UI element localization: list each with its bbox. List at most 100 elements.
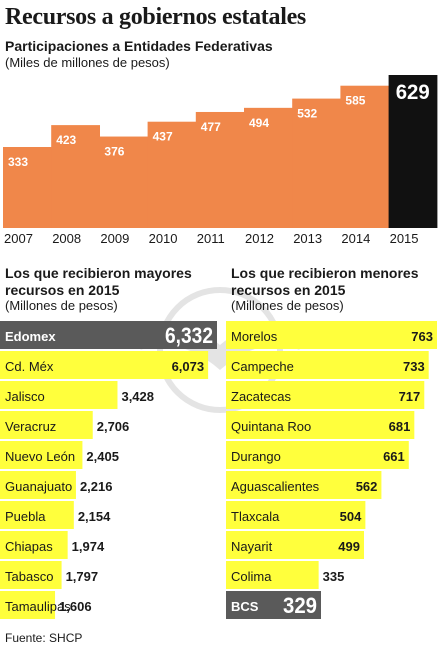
value-label-bcs: 329 [283,593,317,618]
category-label-colima: Colima [231,569,272,584]
value-label-year-2013: 532 [297,107,317,121]
bar-jalisco [0,381,118,409]
category-label-tabasco: Tabasco [5,569,53,584]
value-label-nuevo-leon: 2,405 [86,449,119,464]
tick-label-year-2012: 2012 [245,231,274,245]
tick-label-year-2008: 2008 [52,231,81,245]
category-label-quintana-roo: Quintana Roo [231,419,311,434]
value-label-morelos: 763 [411,329,433,344]
right-section-units: (Millones de pesos) [231,298,344,313]
left-section-title: Los que recibieron mayores recursos en 2… [5,265,210,299]
right-title-line2: recursos en 2015 [231,282,346,298]
bar-morelos [226,321,437,349]
value-label-jalisco: 3,428 [121,389,154,404]
bar-year-2011 [195,111,245,228]
bar-tlaxcala [226,501,366,529]
participaciones-area-chart: 333 2007 423 2008 376 2009 437 2010 477 2011 494 20… [3,75,438,245]
value-label-edomex: 6,332 [165,323,213,348]
bar-bcs [226,591,321,619]
category-label-nuevo-leon: Nuevo León [5,449,75,464]
tick-label-year-2010: 2010 [149,231,178,245]
value-label-aguascalientes: 562 [356,479,378,494]
value-label-year-2008: 423 [56,133,76,147]
bar-year-2015 [388,75,438,228]
bar-year-2007 [3,147,52,228]
tick-label-year-2014: 2014 [341,231,370,245]
bar-tabasco [0,561,62,589]
category-label-jalisco: Jalisco [5,389,45,404]
bar-nuevo-leon [0,441,83,469]
left-title-line1: Los que recibieron mayores [5,265,192,281]
tick-label-year-2011: 2011 [197,231,225,245]
tick-label-year-2013: 2013 [293,231,322,245]
bar-nayarit [226,531,364,559]
value-label-guanajuato: 2,216 [80,479,113,494]
bar-tamaulipas [0,591,56,619]
value-label-year-2014: 585 [345,94,365,108]
value-label-durango: 661 [383,449,405,464]
category-label-aguascalientes: Aguascalientes [231,479,320,494]
bar-colima [226,561,319,589]
tick-label-year-2009: 2009 [100,231,129,245]
value-label-year-2011: 477 [201,120,221,134]
category-label-campeche: Campeche [231,359,294,374]
chart-units: (Miles de millones de pesos) [5,55,170,70]
category-label-chiapas: Chiapas [5,539,53,554]
value-label-nayarit: 499 [338,539,360,554]
bar-guanajuato [0,471,76,499]
right-title-line1: Los que recibieron menores [231,265,419,281]
right-section-title: Los que recibieron menores recursos en 2… [231,265,436,299]
bar-campeche [226,351,429,379]
category-label-guanajuato: Guanajuato [5,479,72,494]
value-label-year-2009: 376 [104,145,124,159]
value-label-zacatecas: 717 [399,389,421,404]
bar-year-2014 [340,85,390,229]
value-label-quintana-roo: 681 [389,419,411,434]
left-title-line2: recursos en 2015 [5,282,120,298]
value-label-tlaxcala: 504 [340,509,362,524]
category-label-bcs: BCS [231,599,259,614]
source-note: Fuente: SHCP [5,631,83,645]
bar-chiapas [0,531,68,559]
tick-label-year-2015: 2015 [390,231,419,245]
value-label-year-2007: 333 [8,155,28,169]
value-label-tamaulipas: 1,606 [59,599,92,614]
value-label-puebla: 2,154 [78,509,111,524]
category-label-tlaxcala: Tlaxcala [231,509,280,524]
chart-subtitle: Participaciones a Entidades Federativas [5,38,273,54]
value-label-chiapas: 1,974 [72,539,105,554]
category-label-nayarit: Nayarit [231,539,273,554]
bar-year-2010 [147,121,197,228]
value-label-year-2010: 437 [153,130,173,144]
category-label-durango: Durango [231,449,281,464]
bar-edomex [0,321,217,349]
category-label-veracruz: Veracruz [5,419,56,434]
chart-title: Recursos a gobiernos estatales [5,4,306,30]
bar-year-2013 [292,98,341,228]
category-label-edomex: Edomex [5,329,56,344]
bar-puebla [0,501,74,529]
tick-label-year-2007: 2007 [4,231,33,245]
value-label-campeche: 733 [403,359,425,374]
category-label-zacatecas: Zacatecas [231,389,291,404]
category-label-morelos: Morelos [231,329,278,344]
value-label-veracruz: 2,706 [97,419,130,434]
bar-year-2009 [99,136,149,228]
bar-year-2008 [51,125,100,228]
bar-year-2012 [244,107,293,228]
bar-cd-mex [0,351,209,379]
value-label-tabasco: 1,797 [66,569,99,584]
value-label-year-2015: 629 [396,81,430,104]
category-label-tamaulipas: Tamaulipas [5,599,71,614]
mayores-bar-chart: Edomex 6,332 Cd. Méx 6,073 Jalisco 3,428 Verac… [0,321,217,619]
category-label-cd-mex: Cd. Méx [5,359,54,374]
value-label-cd-mex: 6,073 [172,359,205,374]
left-section-units: (Millones de pesos) [5,298,118,313]
menores-bar-chart: Morelos 763 Campeche 733 Zacatecas 717 Quintan… [226,321,437,619]
value-label-year-2012: 494 [249,116,269,130]
bar-aguascalientes [226,471,382,499]
category-label-puebla: Puebla [5,509,46,524]
bar-durango [226,441,409,469]
bar-veracruz [0,411,93,439]
value-label-colima: 335 [323,569,345,584]
